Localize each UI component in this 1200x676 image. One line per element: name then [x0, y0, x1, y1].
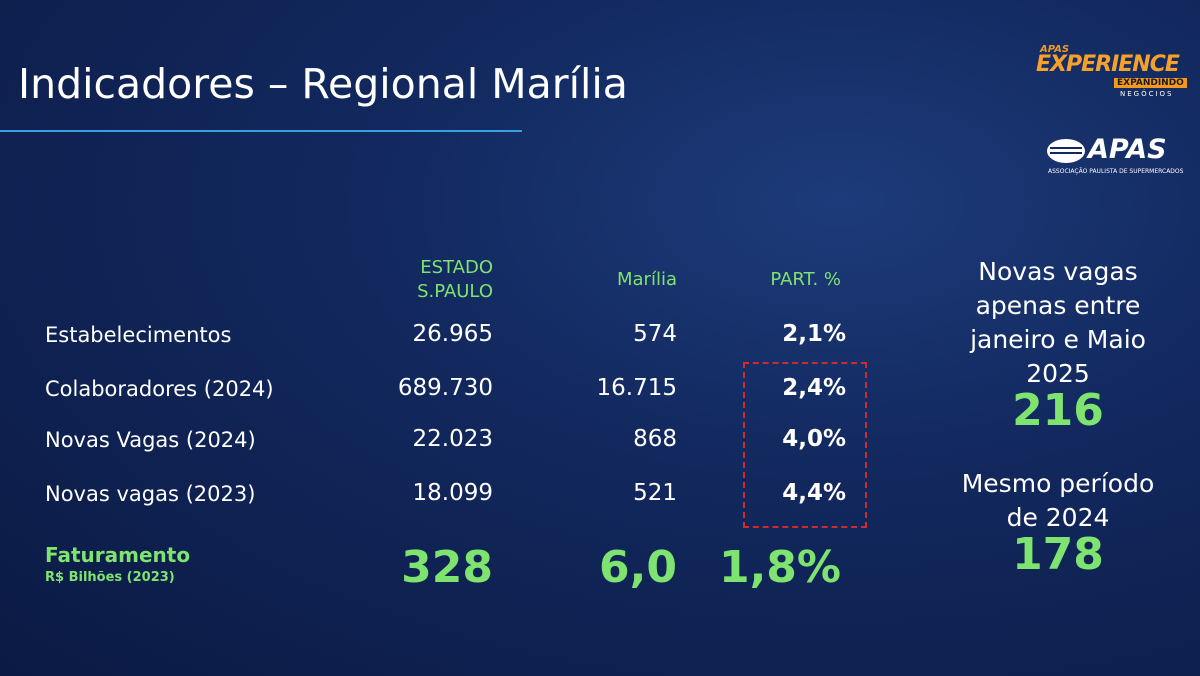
total-value: 6,0 [599, 542, 677, 593]
total-label: Faturamento [45, 543, 191, 567]
cell-value: 4,4% [782, 480, 846, 506]
header-line: S.PAULO [417, 281, 493, 302]
logo-text: APAS [1088, 134, 1167, 165]
cell-value: 689.730 [397, 375, 493, 401]
cell-value: 26.965 [412, 321, 493, 347]
side-text: Mesmo período [961, 469, 1155, 498]
side-text: janeiro e Maio [970, 325, 1146, 354]
cell-value: 2,4% [782, 375, 846, 401]
side-text: Novas vagas [978, 257, 1138, 286]
total-value: 328 [401, 542, 493, 593]
column-header: PART. % [641, 268, 841, 292]
side-value: 178 [1012, 529, 1104, 580]
cell-value: 22.023 [412, 426, 493, 452]
cell-value: 2,1% [782, 321, 846, 347]
row-label: Novas Vagas (2024) [45, 428, 256, 452]
total-sublabel: R$ Bilhões (2023) [45, 570, 175, 585]
apas-icon [1047, 139, 1085, 163]
row-label: Colaboradores (2024) [45, 377, 274, 401]
cell-value: 16.715 [596, 375, 677, 401]
cell-value: 521 [633, 480, 677, 506]
row-label: Estabelecimentos [45, 323, 232, 347]
header-line: PART. % [770, 269, 841, 290]
logo-tagline: ASSOCIAÇÃO PAULISTA DE SUPERMERCADOS [1048, 168, 1184, 175]
logo-text: EXPANDINDO [1114, 78, 1187, 88]
cell-value: 4,0% [782, 426, 846, 452]
side-text: apenas entre [975, 291, 1141, 320]
cell-value: 18.099 [412, 480, 493, 506]
header-line: Marília [617, 269, 677, 290]
header-line: ESTADO [420, 257, 493, 278]
title-underline [0, 130, 522, 132]
cell-value: 574 [633, 321, 677, 347]
slide-title: Indicadores – Regional Marília [18, 60, 628, 108]
experience-logo: APAS EXPERIENCE EXPANDINDO NEGÓCIOS [1036, 44, 1187, 100]
side-text: de 2024 [1006, 503, 1110, 532]
logo-text: EXPERIENCE [1036, 52, 1180, 77]
cell-value: 868 [633, 426, 677, 452]
apas-logo: APAS ASSOCIAÇÃO PAULISTA DE SUPERMERCADO… [1046, 134, 1183, 180]
logo-text: NEGÓCIOS [1120, 90, 1174, 98]
highlight-box [743, 362, 867, 528]
side-value: 216 [1012, 385, 1104, 436]
side-text: 2025 [1026, 359, 1090, 388]
row-label: Novas vagas (2023) [45, 482, 256, 506]
total-value: 1,8% [718, 542, 841, 593]
column-header: Marília [477, 268, 677, 292]
logo-text: APAS [1040, 44, 1070, 55]
column-header: ESTADO S.PAULO [293, 256, 493, 304]
